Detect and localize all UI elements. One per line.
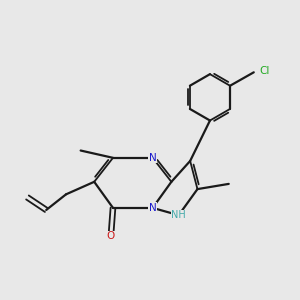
Text: Cl: Cl — [259, 66, 269, 76]
Text: N: N — [149, 153, 157, 163]
Text: NH: NH — [171, 210, 186, 220]
Text: O: O — [107, 231, 115, 241]
Text: N: N — [149, 203, 157, 213]
